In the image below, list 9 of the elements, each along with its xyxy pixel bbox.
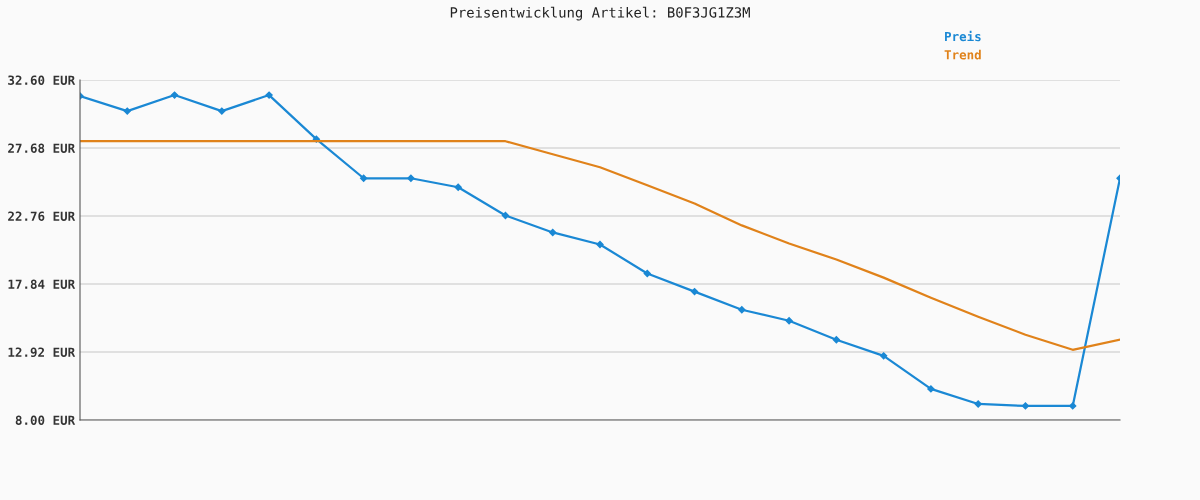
- y-tick-label: 8.00 EUR: [15, 415, 76, 425]
- text: Trend: [944, 49, 981, 60]
- y-tick-label: 17.84 EUR: [8, 279, 76, 289]
- y-tick-label: 12.92 EUR: [8, 347, 76, 357]
- chart-title: Preisentwicklung Artikel: B0F3JG1Z3M: [450, 6, 750, 21]
- y-tick-label: 22.76 EUR: [8, 211, 76, 221]
- y-tick-label: 27.68 EUR: [8, 143, 76, 153]
- text: Preis: [945, 30, 981, 42]
- y-tick-label: 32.60 EUR: [8, 75, 76, 85]
